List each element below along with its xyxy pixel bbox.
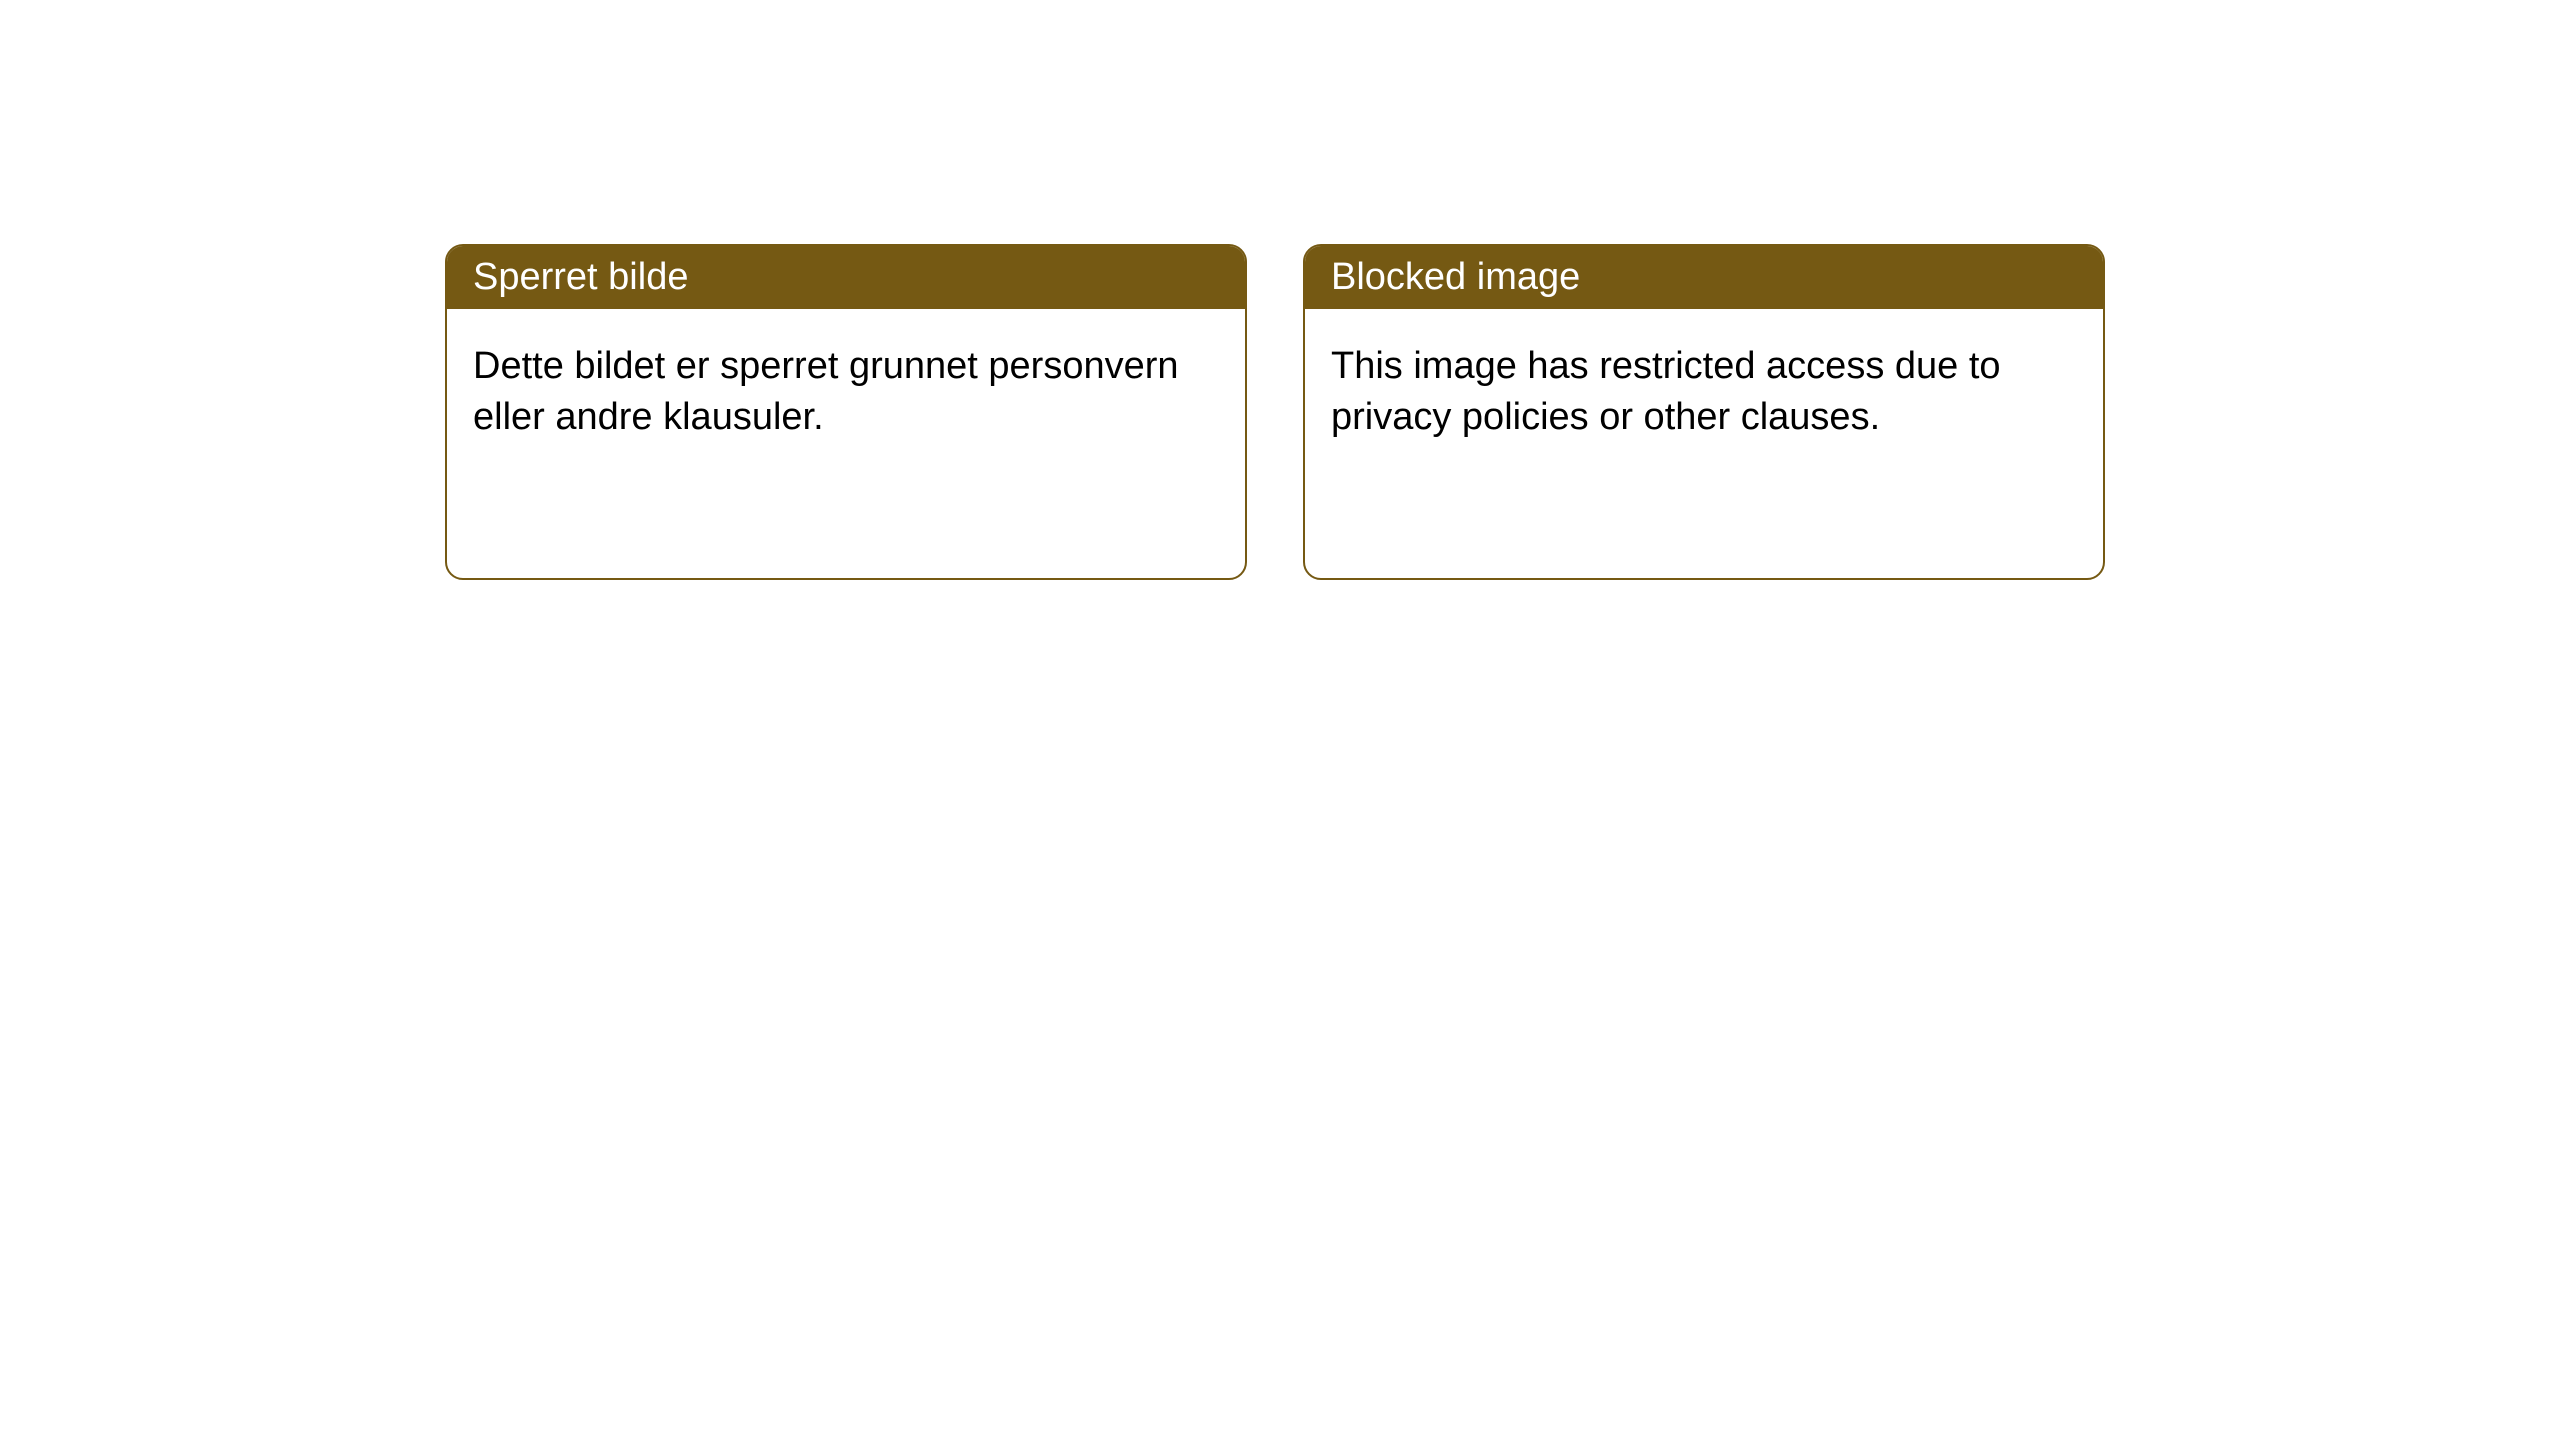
notice-container: Sperret bilde Dette bildet er sperret gr… — [0, 0, 2560, 580]
notice-header-no: Sperret bilde — [447, 246, 1245, 309]
notice-card-no: Sperret bilde Dette bildet er sperret gr… — [445, 244, 1247, 580]
notice-body-en: This image has restricted access due to … — [1305, 309, 2103, 476]
notice-card-en: Blocked image This image has restricted … — [1303, 244, 2105, 580]
notice-body-no: Dette bildet er sperret grunnet personve… — [447, 309, 1245, 476]
notice-header-en: Blocked image — [1305, 246, 2103, 309]
